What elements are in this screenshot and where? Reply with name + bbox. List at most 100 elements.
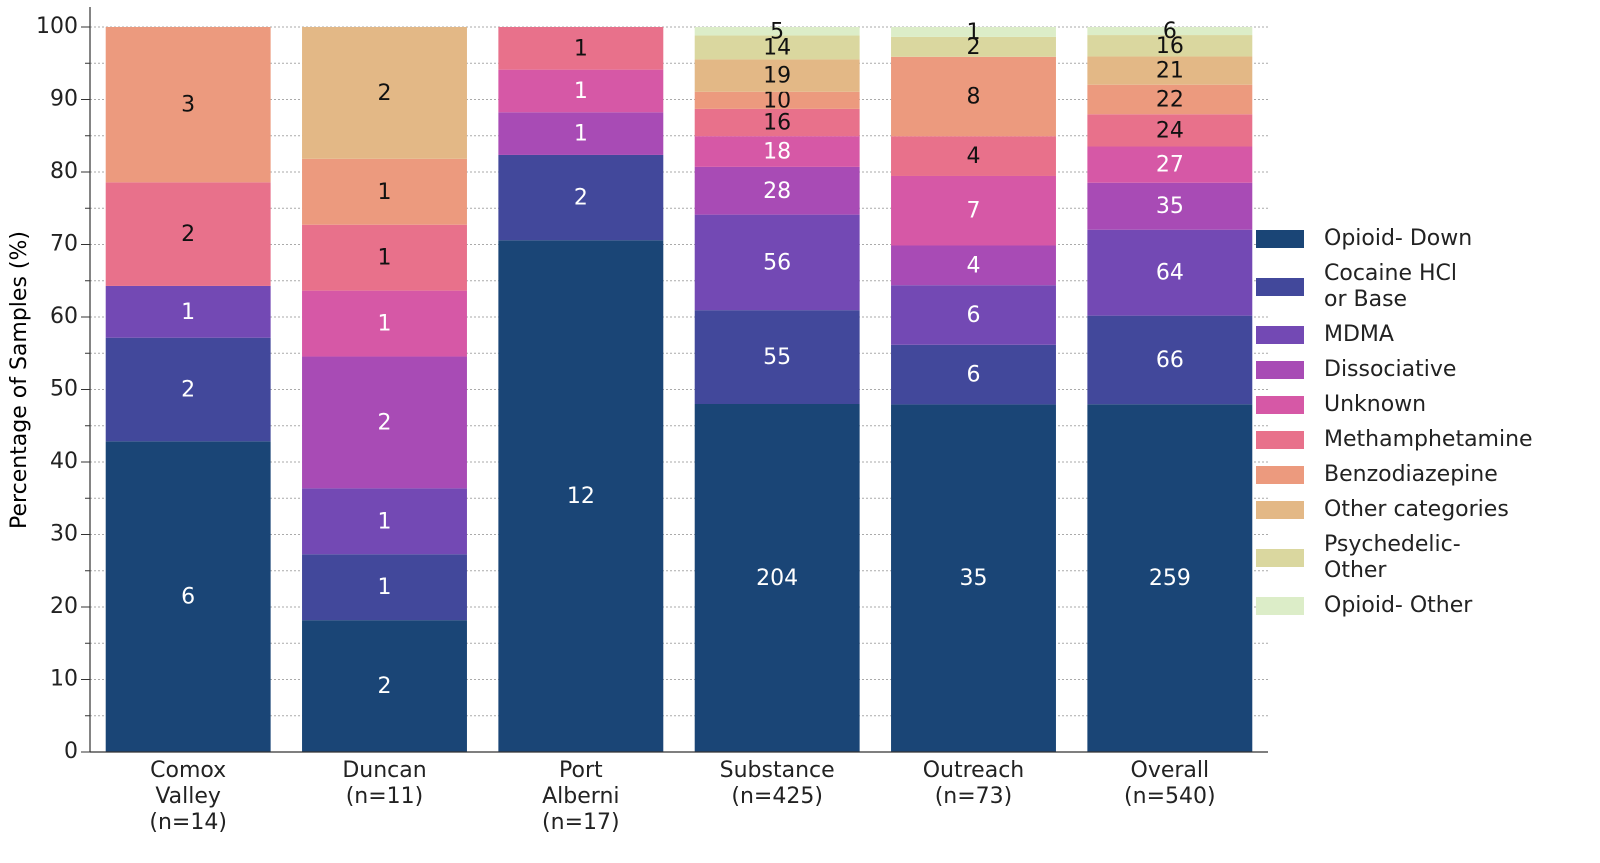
bar-segment bbox=[302, 158, 467, 225]
bar-segment bbox=[891, 136, 1056, 176]
bar-segment bbox=[498, 240, 664, 752]
y-tick-label: 70 bbox=[50, 232, 78, 257]
data-label: 1 bbox=[378, 509, 392, 534]
legend-label: Dissociative bbox=[1324, 357, 1457, 382]
bar-segment bbox=[498, 69, 664, 113]
data-label: 4 bbox=[967, 144, 981, 169]
legend-item: Cocaine HCl or Base bbox=[1256, 261, 1533, 313]
bar-segment bbox=[302, 27, 467, 159]
legend-swatch bbox=[1256, 466, 1304, 484]
x-tick-label: Duncan (n=11) bbox=[342, 758, 427, 809]
data-label: 35 bbox=[1156, 194, 1184, 219]
bar-segment bbox=[694, 27, 860, 36]
bar-segment bbox=[302, 620, 467, 752]
bar-segment bbox=[891, 344, 1056, 405]
legend-item: Opioid- Down bbox=[1256, 226, 1533, 252]
data-label: 28 bbox=[763, 179, 791, 204]
data-label: 27 bbox=[1156, 153, 1184, 178]
y-tick-label: 90 bbox=[50, 87, 78, 112]
bar-segment bbox=[1087, 56, 1253, 85]
bar-segment bbox=[302, 554, 467, 621]
legend: Opioid- Down Cocaine HCl or Base MDMA Disso… bbox=[1256, 226, 1533, 628]
y-tick-label: 20 bbox=[50, 594, 78, 619]
data-label: 21 bbox=[1156, 59, 1184, 84]
y-axis-label: Percentage of Samples (%) bbox=[7, 231, 32, 529]
bar-segment bbox=[1087, 182, 1253, 230]
x-tick-label: Substance (n=425) bbox=[719, 758, 835, 809]
bar-segment bbox=[694, 166, 860, 215]
data-label: 16 bbox=[763, 111, 791, 136]
data-label: 64 bbox=[1156, 261, 1184, 286]
data-label: 1 bbox=[378, 180, 392, 205]
bar-segment bbox=[105, 337, 271, 442]
legend-item: Methamphetamine bbox=[1256, 427, 1533, 453]
legend-item: Dissociative bbox=[1256, 357, 1533, 383]
data-label: 35 bbox=[960, 566, 988, 591]
data-label: 1 bbox=[378, 575, 392, 600]
legend-swatch bbox=[1256, 361, 1304, 379]
bar-segment bbox=[891, 245, 1056, 286]
data-label: 2 bbox=[967, 35, 981, 60]
legend-label: Opioid- Down bbox=[1324, 226, 1473, 251]
bar-segment bbox=[302, 290, 467, 357]
bar-segment bbox=[694, 214, 860, 311]
bar-segment bbox=[498, 112, 664, 155]
legend-item: Other categories bbox=[1256, 497, 1533, 523]
bar-segment bbox=[1087, 315, 1253, 405]
bar-segment bbox=[694, 35, 860, 60]
bar-segment bbox=[1087, 229, 1253, 316]
bar-segment bbox=[498, 27, 664, 70]
x-tick-label: Overall (n=540) bbox=[1124, 758, 1216, 809]
data-label: 2 bbox=[378, 674, 392, 699]
y-tick-label: 40 bbox=[50, 449, 78, 474]
legend-label: Psychedelic- Other bbox=[1324, 532, 1461, 583]
legend-swatch bbox=[1256, 549, 1304, 567]
data-label: 1 bbox=[378, 246, 392, 271]
data-label: 1 bbox=[181, 300, 195, 325]
legend-swatch bbox=[1256, 501, 1304, 519]
legend-swatch bbox=[1256, 396, 1304, 414]
bar-segment bbox=[1087, 35, 1253, 57]
data-label: 22 bbox=[1156, 88, 1184, 113]
bar-segment bbox=[694, 59, 860, 92]
data-label: 6 bbox=[1163, 19, 1177, 44]
y-tick-label: 100 bbox=[36, 14, 78, 39]
bar-segment bbox=[694, 91, 860, 109]
x-tick-label: Comox Valley (n=14) bbox=[149, 758, 227, 835]
bar-segment bbox=[1087, 146, 1253, 183]
legend-item: Unknown bbox=[1256, 392, 1533, 418]
bar-segment bbox=[891, 27, 1056, 37]
legend-item: Psychedelic- Other bbox=[1256, 532, 1533, 584]
legend-label: Other categories bbox=[1324, 497, 1509, 522]
legend-swatch bbox=[1256, 326, 1304, 344]
y-tick-label: 0 bbox=[64, 739, 78, 764]
data-label: 12 bbox=[567, 484, 595, 509]
data-label: 259 bbox=[1149, 566, 1191, 591]
data-label: 8 bbox=[967, 85, 981, 110]
x-tick-label: Port Alberni (n=17) bbox=[542, 758, 620, 835]
bar-segment bbox=[302, 356, 467, 489]
legend-label: Opioid- Other bbox=[1324, 593, 1473, 618]
legend-item: Benzodiazepine bbox=[1256, 462, 1533, 488]
data-label: 1 bbox=[378, 312, 392, 337]
bar-segment bbox=[105, 182, 271, 286]
legend-label: Unknown bbox=[1324, 392, 1427, 417]
data-label: 18 bbox=[763, 140, 791, 165]
data-label: 1 bbox=[574, 79, 588, 104]
bar-segment bbox=[1087, 114, 1253, 147]
data-label: 3 bbox=[181, 93, 195, 118]
bar-segment bbox=[891, 404, 1056, 752]
data-label: 10 bbox=[763, 88, 791, 113]
bar-segment bbox=[302, 488, 467, 555]
data-label: 2 bbox=[378, 410, 392, 435]
bar-segment bbox=[105, 285, 271, 338]
bar-segment bbox=[1087, 404, 1253, 752]
data-label: 2 bbox=[378, 81, 392, 106]
bar-segment bbox=[302, 224, 467, 291]
bar-segment bbox=[891, 285, 1056, 345]
bar-segment bbox=[498, 154, 664, 241]
data-label: 1 bbox=[574, 122, 588, 147]
bar-segment bbox=[694, 310, 860, 404]
